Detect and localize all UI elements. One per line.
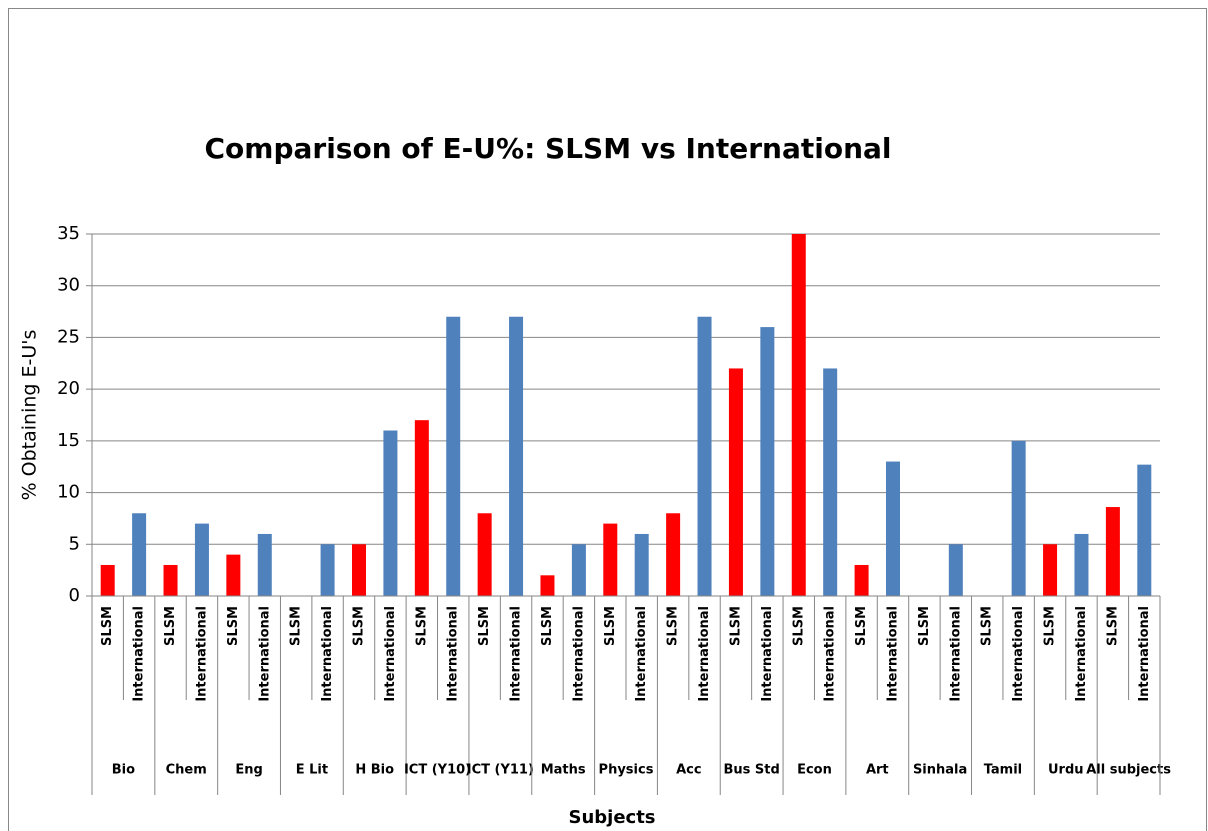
x-tick-label: Bio bbox=[112, 763, 135, 778]
x-sub-label: International bbox=[1074, 606, 1089, 702]
bar bbox=[666, 513, 681, 596]
x-sub-label: SLSM bbox=[791, 606, 806, 646]
x-sub-label: International bbox=[1137, 606, 1152, 702]
x-sub-label: SLSM bbox=[163, 606, 178, 646]
x-sub-label: International bbox=[1011, 606, 1026, 702]
x-axis-label: Subjects bbox=[568, 807, 655, 828]
bar bbox=[477, 513, 492, 596]
bar bbox=[163, 564, 178, 596]
bar bbox=[854, 564, 869, 596]
x-sub-label: SLSM bbox=[352, 606, 367, 646]
bar bbox=[132, 513, 147, 596]
bar bbox=[414, 420, 429, 596]
x-sub-label: SLSM bbox=[917, 606, 932, 646]
x-sub-label: SLSM bbox=[414, 606, 429, 646]
x-sub-label: SLSM bbox=[100, 606, 115, 646]
bar bbox=[1043, 544, 1058, 596]
x-tick-label: Tamil bbox=[984, 763, 1022, 778]
frame bbox=[8, 8, 1207, 831]
x-tick-label: Chem bbox=[166, 763, 207, 778]
x-sub-label: SLSM bbox=[854, 606, 869, 646]
y-tick-label: 0 bbox=[69, 585, 80, 606]
bar bbox=[383, 430, 398, 596]
x-sub-label: SLSM bbox=[603, 606, 618, 646]
bar bbox=[948, 544, 963, 596]
x-tick-label: Econ bbox=[797, 763, 832, 778]
x-tick-label: ICT (Y11) bbox=[467, 763, 534, 778]
bar bbox=[760, 327, 775, 596]
x-sub-label: International bbox=[383, 606, 398, 702]
y-tick-label: 20 bbox=[57, 378, 80, 399]
x-sub-label: International bbox=[446, 606, 461, 702]
x-tick-label: H Bio bbox=[355, 763, 394, 778]
bar bbox=[886, 461, 900, 596]
x-tick-label: Urdu bbox=[1048, 763, 1084, 778]
bar bbox=[320, 544, 335, 596]
y-tick-label: 35 bbox=[57, 223, 80, 244]
x-tick-label: E Lit bbox=[296, 763, 328, 778]
x-sub-label: International bbox=[132, 606, 147, 702]
x-sub-label: SLSM bbox=[666, 606, 681, 646]
x-sub-label: SLSM bbox=[226, 606, 241, 646]
x-tick-label: Maths bbox=[541, 763, 586, 778]
x-sub-label: SLSM bbox=[980, 606, 995, 646]
x-sub-label: International bbox=[257, 606, 272, 702]
x-tick-label: Art bbox=[866, 763, 889, 778]
y-tick-label: 10 bbox=[57, 482, 80, 503]
y-tick-label: 15 bbox=[57, 430, 80, 451]
y-tick-label: 5 bbox=[69, 533, 80, 554]
bar bbox=[697, 316, 712, 596]
y-tick-label: 25 bbox=[57, 326, 80, 347]
x-sub-label: International bbox=[634, 606, 649, 702]
x-sub-label: International bbox=[697, 606, 712, 702]
x-tick-label: Physics bbox=[599, 763, 654, 778]
bar bbox=[446, 316, 461, 596]
x-sub-label: SLSM bbox=[728, 606, 743, 646]
bar bbox=[540, 575, 555, 596]
x-sub-label: SLSM bbox=[477, 606, 492, 646]
bar bbox=[728, 368, 743, 596]
x-sub-label: SLSM bbox=[540, 606, 555, 646]
bar bbox=[100, 564, 115, 596]
x-sub-label: SLSM bbox=[289, 606, 304, 646]
chart-title: Comparison of E-U%: SLSM vs Internationa… bbox=[205, 132, 892, 165]
bar bbox=[603, 523, 618, 596]
x-tick-label: Acc bbox=[676, 763, 701, 778]
bar bbox=[352, 544, 366, 596]
x-sub-label: SLSM bbox=[1105, 606, 1120, 646]
x-sub-label: International bbox=[948, 606, 963, 702]
x-sub-label: International bbox=[194, 606, 209, 702]
x-sub-label: International bbox=[571, 606, 586, 702]
x-tick-label: All subjects bbox=[1086, 763, 1171, 778]
bar bbox=[1011, 440, 1026, 596]
bar bbox=[1137, 464, 1152, 596]
y-tick-label: 30 bbox=[57, 275, 80, 296]
bar bbox=[1105, 507, 1120, 596]
x-sub-label: International bbox=[760, 606, 775, 702]
bar bbox=[509, 316, 524, 596]
x-sub-label: SLSM bbox=[1043, 606, 1058, 646]
x-sub-label: International bbox=[509, 606, 524, 702]
x-tick-label: Sinhala bbox=[913, 763, 967, 778]
x-sub-label: International bbox=[886, 606, 901, 702]
x-tick-label: Bus Std bbox=[723, 763, 779, 778]
bar bbox=[791, 234, 806, 596]
x-sub-label: International bbox=[320, 606, 335, 702]
bar bbox=[257, 533, 272, 596]
x-tick-label: ICT (Y10) bbox=[404, 763, 471, 778]
bar bbox=[634, 533, 649, 596]
x-tick-label: Eng bbox=[235, 763, 262, 778]
bar bbox=[1074, 533, 1089, 596]
y-axis-label: % Obtaining E-U's bbox=[19, 330, 41, 501]
bar bbox=[194, 523, 209, 596]
bar bbox=[571, 544, 586, 596]
bar bbox=[823, 368, 838, 596]
bar bbox=[226, 554, 241, 596]
x-sub-label: International bbox=[823, 606, 838, 702]
